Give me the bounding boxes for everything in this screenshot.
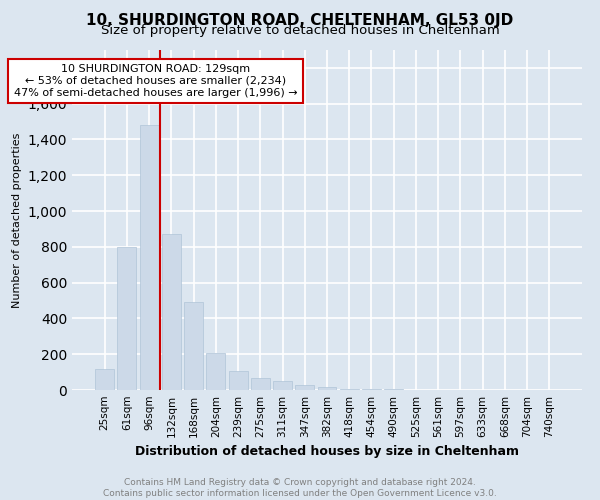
Y-axis label: Number of detached properties: Number of detached properties <box>12 132 22 308</box>
Bar <box>251 378 270 390</box>
Text: Contains HM Land Registry data © Crown copyright and database right 2024.
Contai: Contains HM Land Registry data © Crown c… <box>103 478 497 498</box>
Bar <box>317 388 337 390</box>
Bar <box>229 371 248 390</box>
Bar <box>362 389 381 390</box>
Bar <box>95 368 114 390</box>
Bar <box>118 247 136 390</box>
Bar <box>273 381 292 390</box>
Text: Size of property relative to detached houses in Cheltenham: Size of property relative to detached ho… <box>101 24 499 37</box>
Bar <box>162 234 181 390</box>
Bar <box>295 384 314 390</box>
Text: 10, SHURDINGTON ROAD, CHELTENHAM, GL53 0JD: 10, SHURDINGTON ROAD, CHELTENHAM, GL53 0… <box>86 12 514 28</box>
Bar <box>340 388 359 390</box>
Bar <box>206 354 225 390</box>
Bar <box>184 302 203 390</box>
X-axis label: Distribution of detached houses by size in Cheltenham: Distribution of detached houses by size … <box>135 446 519 458</box>
Text: 10 SHURDINGTON ROAD: 129sqm
← 53% of detached houses are smaller (2,234)
47% of : 10 SHURDINGTON ROAD: 129sqm ← 53% of det… <box>14 64 298 98</box>
Bar <box>140 125 158 390</box>
